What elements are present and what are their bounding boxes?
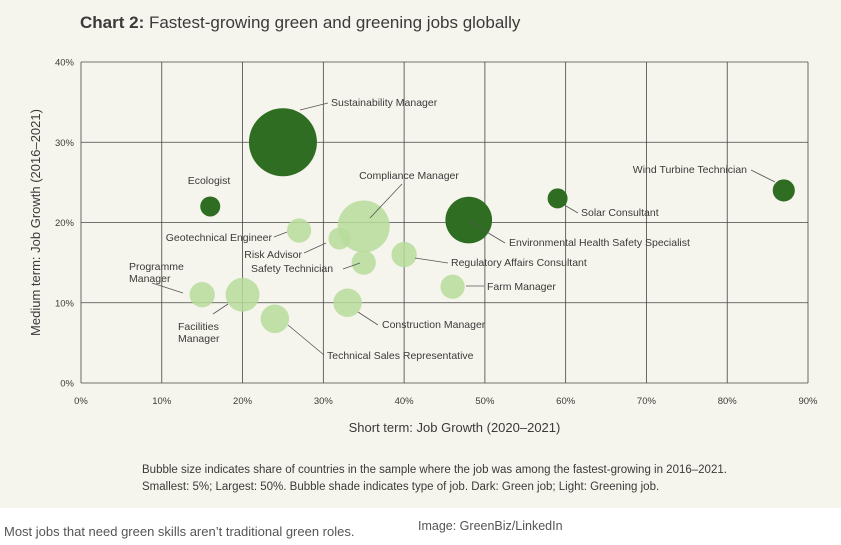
bubble-label: Wind Turbine Technician — [633, 164, 747, 176]
bubble-label: Facilities Manager — [178, 321, 220, 345]
bubble-chart: 0% 10% 20% 30% 40% 50% 60% 70% 80% 90% 0% 10% 20% 30%… — [28, 58, 818, 436]
leader-line — [565, 205, 579, 214]
chart-title-text: Fastest-growing green and greening jobs … — [144, 13, 521, 32]
x-tick-label: 80% — [718, 396, 738, 407]
bubble-label: Environmental Health Safety Specialist — [509, 237, 690, 249]
leader-line — [303, 242, 327, 254]
bubble-point — [547, 188, 568, 209]
x-tick-label: 90% — [798, 396, 818, 407]
bubble-label: Technical Sales Representative — [327, 350, 474, 362]
bubble-label: Solar Consultant — [581, 207, 659, 219]
x-tick-label: 60% — [556, 396, 576, 407]
bubble-label: Sustainability Manager — [331, 97, 438, 109]
bubble-label: Regulatory Affairs Consultant — [451, 257, 587, 269]
y-axis-label: Medium term: Job Growth (2016–2021) — [28, 109, 43, 336]
leader-line — [299, 102, 329, 111]
bubble-point — [286, 218, 312, 243]
leader-line — [369, 183, 403, 219]
y-tick-label: 10% — [55, 298, 75, 309]
image-caption: Most jobs that need green skills aren’t … — [4, 524, 355, 539]
bubble-label: Safety Technician — [251, 263, 333, 275]
bubble-point — [445, 196, 493, 244]
bubble-label: Ecologist — [188, 175, 231, 187]
chart-note-line-2: Smallest: 5%; Largest: 50%. Bubble shade… — [142, 481, 660, 493]
bubble-label: Geotechnical Engineer — [166, 232, 273, 244]
y-tick-label: 40% — [55, 58, 75, 69]
leader-line — [750, 169, 776, 183]
bubble-label: Risk Advisor — [244, 249, 302, 261]
chart-title-prefix: Chart 2: — [80, 13, 145, 32]
leader-line — [287, 324, 325, 356]
x-tick-label: 70% — [637, 396, 657, 407]
x-tick-label: 40% — [395, 396, 415, 407]
x-axis-label: Short term: Job Growth (2020–2021) — [349, 420, 561, 435]
y-tick-label: 20% — [55, 218, 75, 229]
bubble-point — [328, 227, 351, 250]
bubble-label: Compliance Manager — [359, 170, 459, 182]
bubble-point — [440, 274, 465, 299]
leader-line — [273, 231, 288, 238]
bubble-point — [333, 288, 362, 318]
y-tick-label: 30% — [55, 138, 75, 149]
chart-note-line-1: Bubble size indicates share of countries… — [142, 464, 727, 476]
x-tick-label: 50% — [475, 396, 495, 407]
leader-line — [469, 221, 506, 244]
bubble-point — [337, 200, 390, 253]
bubble-point — [772, 179, 795, 202]
chart-panel — [0, 0, 841, 508]
chart-note: Bubble size indicates share of countries… — [142, 462, 802, 496]
chart-title: Chart 2: Fastest-growing green and green… — [80, 13, 520, 33]
bubble-point — [189, 282, 215, 308]
leader-line — [151, 282, 184, 294]
leader-line — [357, 311, 379, 326]
leader-line — [342, 262, 361, 270]
bubble-point — [391, 241, 417, 268]
bubble-point — [200, 196, 221, 217]
bubble-point — [248, 108, 317, 177]
leader-line — [212, 303, 229, 315]
bubble-point — [260, 304, 290, 334]
x-tick-label: 0% — [74, 396, 88, 407]
bubble-point — [225, 277, 260, 312]
x-tick-label: 10% — [152, 396, 172, 407]
y-tick-label: 0% — [60, 379, 74, 390]
bubble-label: Construction Manager — [382, 319, 486, 331]
bubble-label: Farm Manager — [487, 281, 556, 293]
bubble-point — [351, 250, 376, 275]
x-tick-label: 30% — [314, 396, 334, 407]
image-credit: Image: GreenBiz/LinkedIn — [418, 519, 563, 533]
x-tick-label: 20% — [233, 396, 253, 407]
bubble-label: Programme Manager — [129, 261, 184, 285]
leader-line — [414, 257, 449, 264]
